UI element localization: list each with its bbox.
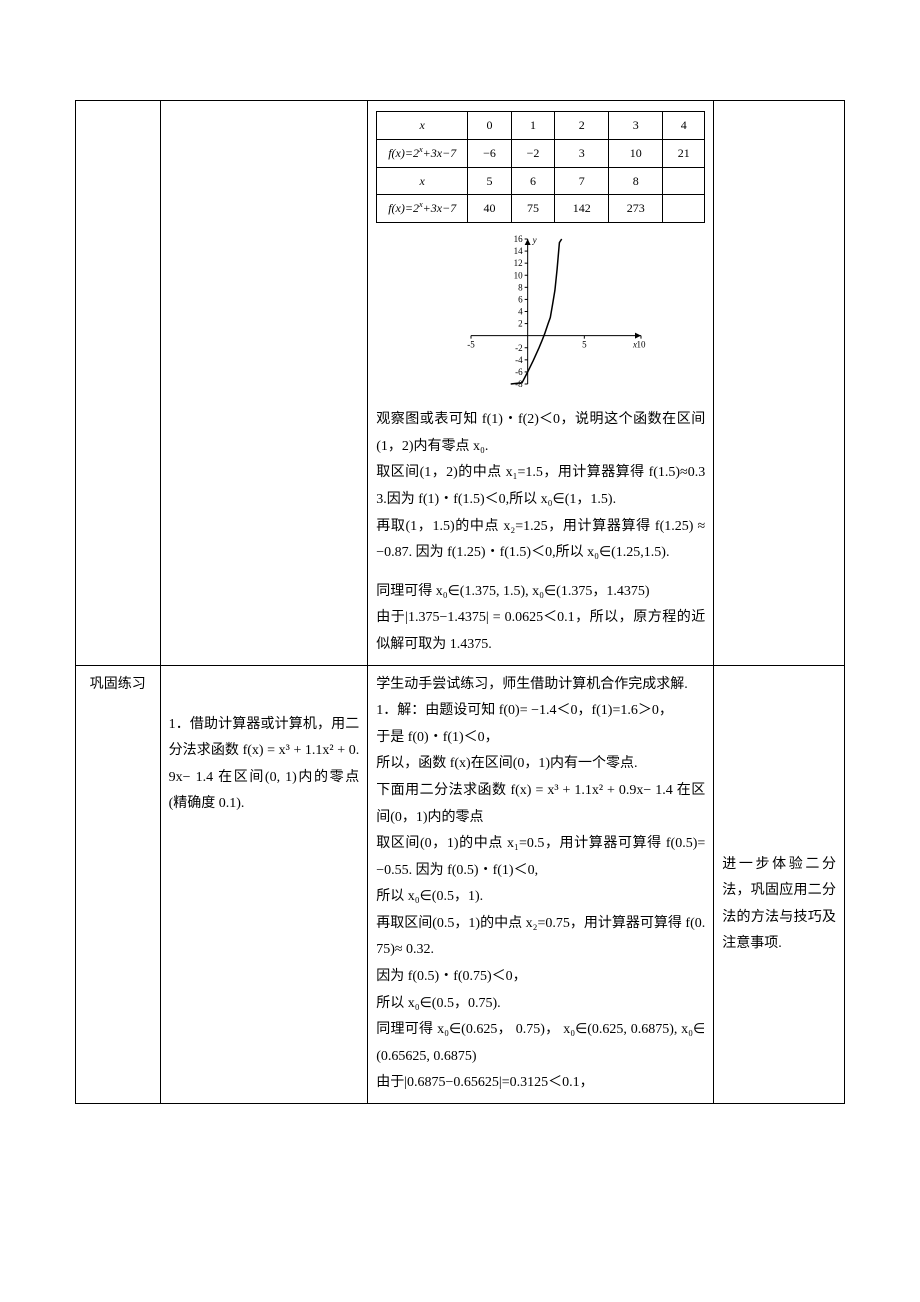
cell-notes (714, 101, 845, 666)
fx-cell: 0 (468, 112, 512, 140)
table-row: x 0 1 2 3 4 f(x)=2x+3x−7 −6 −2 3 10 21 x… (76, 101, 845, 666)
cell-section-label (76, 101, 161, 666)
fx-cell: 21 (663, 139, 705, 167)
fx-header-x: x (377, 167, 468, 195)
solution-text: 同理可得 x₀∈(0.625， 0.75)， x₀∈(0.625, 0.6875… (376, 1017, 705, 1070)
fx-cell: 6 (511, 167, 555, 195)
svg-text:x: x (632, 340, 637, 350)
spacer (169, 672, 360, 712)
fx-cell: −2 (511, 139, 555, 167)
notes-text: 进一步体验二分法，巩固应用二分法的方法与技巧及注意事项. (722, 852, 836, 958)
svg-text:6: 6 (518, 295, 523, 305)
fx-cell (663, 167, 705, 195)
svg-text:2: 2 (518, 319, 523, 329)
table-row: x 0 1 2 3 4 (377, 112, 705, 140)
spacer (376, 567, 705, 579)
fx-cell: 5 (468, 167, 512, 195)
svg-text:10: 10 (513, 270, 523, 280)
cell-notes: 进一步体验二分法，巩固应用二分法的方法与技巧及注意事项. (714, 665, 845, 1104)
solution-text: 因为 f(0.5)・f(0.75)＜0， (376, 964, 705, 991)
fx-header-fx: f(x)=2x+3x−7 (377, 139, 468, 167)
table-row: f(x)=2x+3x−7 40 75 142 273 (377, 195, 705, 223)
svg-text:-5: -5 (467, 340, 475, 350)
function-chart: -8-6-4-2246810121416-5510xy (431, 229, 651, 399)
svg-text:-6: -6 (515, 367, 523, 377)
cell-section-label: 巩固练习 (76, 665, 161, 1104)
fx-cell: 7 (555, 167, 609, 195)
solution-text: 所以 x₀∈(0.5，1). (376, 884, 705, 911)
solution-text: 观察图或表可知 f(1)・f(2)＜0，说明这个函数在区间(1，2)内有零点 x… (376, 407, 705, 460)
svg-text:5: 5 (582, 340, 587, 350)
page: x 0 1 2 3 4 f(x)=2x+3x−7 −6 −2 3 10 21 x… (0, 0, 920, 1164)
svg-text:y: y (531, 235, 536, 245)
solution-text: 再取区间(0.5，1)的中点 x₂=0.75，用计算器可算得 f(0.75)≈ … (376, 911, 705, 964)
svg-text:-4: -4 (515, 355, 523, 365)
fx-cell: 142 (555, 195, 609, 223)
fx-cell: 4 (663, 112, 705, 140)
solution-text: 所以，函数 f(x)在区间(0，1)内有一个零点. (376, 751, 705, 778)
solution-text: 同理可得 x₀∈(1.375, 1.5), x₀∈(1.375，1.4375) (376, 579, 705, 606)
problem-text: 1．借助计算器或计算机，用二分法求函数 f(x) = x³ + 1.1x² + … (169, 712, 360, 818)
section-label: 巩固练习 (84, 672, 152, 699)
fx-cell: 8 (609, 167, 663, 195)
svg-text:14: 14 (513, 246, 523, 256)
spacer (722, 672, 836, 852)
solution-text: 所以 x₀∈(0.5，0.75). (376, 991, 705, 1018)
solution-text: 由于|1.375−1.4375| = 0.0625＜0.1，所以，原方程的近似解… (376, 605, 705, 658)
fx-cell: 2 (555, 112, 609, 140)
cell-solution: 学生动手尝试练习，师生借助计算机合作完成求解. 1．解：由题设可知 f(0)= … (368, 665, 714, 1104)
fx-header-fx: f(x)=2x+3x−7 (377, 195, 468, 223)
svg-text:-2: -2 (515, 343, 523, 353)
svg-text:4: 4 (518, 307, 523, 317)
solution-text: 由于|0.6875−0.65625|=0.3125＜0.1， (376, 1070, 705, 1097)
svg-text:8: 8 (518, 283, 523, 293)
table-row: f(x)=2x+3x−7 −6 −2 3 10 21 (377, 139, 705, 167)
svg-text:16: 16 (513, 234, 523, 244)
lesson-table: x 0 1 2 3 4 f(x)=2x+3x−7 −6 −2 3 10 21 x… (75, 100, 845, 1104)
solution-text: 于是 f(0)・f(1)＜0， (376, 725, 705, 752)
fx-cell: 3 (609, 112, 663, 140)
cell-solution: x 0 1 2 3 4 f(x)=2x+3x−7 −6 −2 3 10 21 x… (368, 101, 714, 666)
fx-cell: 3 (555, 139, 609, 167)
fx-cell: 40 (468, 195, 512, 223)
fx-cell (663, 195, 705, 223)
table-row: 巩固练习 1．借助计算器或计算机，用二分法求函数 f(x) = x³ + 1.1… (76, 665, 845, 1104)
solution-text: 取区间(0，1)的中点 x₁=0.5，用计算器可算得 f(0.5)= −0.55… (376, 831, 705, 884)
solution-text: 再取(1，1.5)的中点 x₂=1.25，用计算器算得 f(1.25) ≈ −0… (376, 514, 705, 567)
fx-cell: 273 (609, 195, 663, 223)
table-row: x 5 6 7 8 (377, 167, 705, 195)
solution-text: 取区间(1，2)的中点 x₁=1.5，用计算器算得 f(1.5)≈0.33.因为… (376, 460, 705, 513)
solution-text: 1．解：由题设可知 f(0)= −1.4＜0，f(1)=1.6＞0， (376, 698, 705, 725)
fx-cell: 75 (511, 195, 555, 223)
cell-problem (160, 101, 368, 666)
fx-cell: −6 (468, 139, 512, 167)
cell-problem: 1．借助计算器或计算机，用二分法求函数 f(x) = x³ + 1.1x² + … (160, 665, 368, 1104)
solution-text: 下面用二分法求函数 f(x) = x³ + 1.1x² + 0.9x− 1.4 … (376, 778, 705, 831)
fx-header-x: x (377, 112, 468, 140)
svg-text:10: 10 (636, 340, 646, 350)
function-values-table: x 0 1 2 3 4 f(x)=2x+3x−7 −6 −2 3 10 21 x… (376, 111, 705, 223)
fx-cell: 10 (609, 139, 663, 167)
svg-text:12: 12 (513, 258, 522, 268)
solution-text: 学生动手尝试练习，师生借助计算机合作完成求解. (376, 672, 705, 699)
fx-cell: 1 (511, 112, 555, 140)
